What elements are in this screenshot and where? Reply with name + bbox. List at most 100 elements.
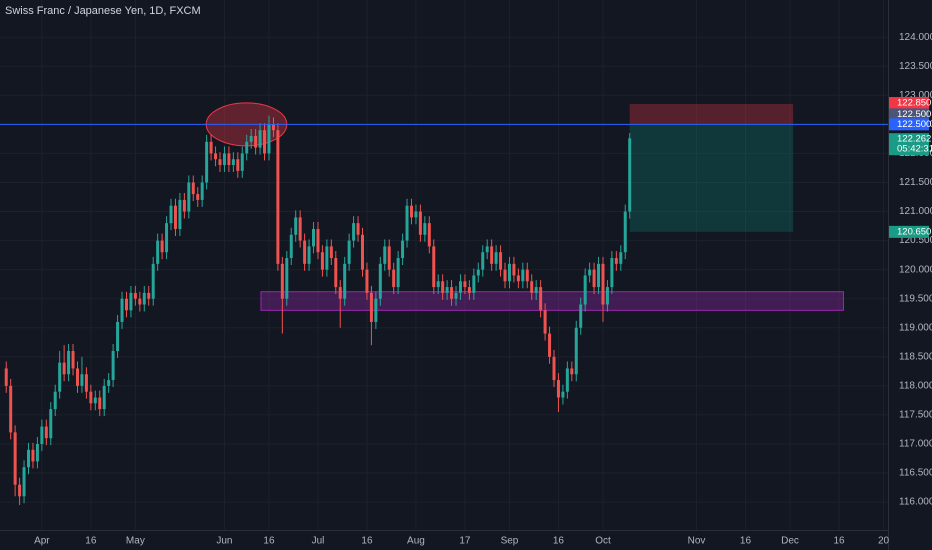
candle-body — [178, 199, 182, 229]
price-label-box — [889, 118, 929, 131]
y-tick-label: 117.000 — [899, 439, 932, 450]
candle-body — [75, 368, 79, 386]
candle-body — [588, 269, 592, 276]
candle-body — [320, 252, 324, 270]
candle-body — [107, 380, 111, 386]
candle-body — [481, 252, 485, 270]
candle-body — [525, 269, 529, 282]
candle-body — [142, 292, 146, 305]
candle-body — [138, 298, 142, 305]
candle-body — [267, 124, 271, 154]
candle-body — [628, 138, 632, 212]
y-tick-label: 118.000 — [899, 381, 932, 392]
candle-body — [561, 391, 565, 398]
candle-body — [227, 153, 231, 166]
candle-body — [209, 141, 213, 154]
candle-body — [623, 211, 627, 253]
candle-body — [485, 246, 489, 253]
x-tick-label: Apr — [34, 536, 50, 547]
y-tick-label: 123.000 — [899, 90, 932, 101]
candle-body — [205, 141, 209, 183]
candle-body — [361, 234, 365, 270]
candle-body — [592, 269, 596, 288]
candle-body — [409, 205, 413, 218]
y-tick-label: 121.500 — [899, 177, 932, 188]
candle-body — [22, 467, 26, 497]
price-label-box — [889, 225, 929, 238]
candle-body — [165, 223, 169, 253]
candle-body — [222, 153, 226, 166]
candle-body — [271, 124, 275, 131]
candle-body — [58, 362, 62, 392]
axes: 116.000 116.500 117.000 117.500 118.000 118.5… — [34, 32, 932, 547]
candle-body — [521, 269, 525, 282]
candle-body — [151, 263, 155, 299]
candle-body — [450, 287, 454, 299]
candle-body — [552, 356, 556, 381]
candle-body — [619, 252, 623, 264]
x-tick-label: 16 — [553, 536, 565, 547]
candle-body — [414, 211, 418, 218]
candle-body — [102, 385, 106, 410]
y-tick-label: 121.000 — [899, 206, 932, 217]
candle-body — [396, 258, 400, 288]
candle-body — [316, 228, 320, 253]
candle-body — [307, 246, 311, 264]
candle-body — [263, 130, 267, 154]
candle-body — [218, 159, 222, 166]
price-label: 122.850 — [897, 98, 931, 109]
candle-body — [570, 368, 574, 375]
candle-body — [156, 240, 160, 264]
x-tick-label: Dec — [781, 536, 799, 547]
candle-body — [298, 217, 302, 241]
target-area — [629, 124, 794, 232]
candle-body — [182, 199, 186, 212]
candle-body — [614, 258, 618, 264]
candle-body — [280, 263, 284, 299]
candle-body — [84, 374, 88, 392]
candle-body — [503, 269, 507, 282]
candle-body — [490, 246, 494, 264]
candle-body — [285, 258, 289, 299]
candle-body — [543, 310, 547, 334]
y-tick-label: 119.500 — [899, 293, 932, 304]
candle-body — [276, 130, 280, 264]
x-tick-label: May — [126, 536, 145, 547]
candle-body — [334, 258, 338, 288]
candle-body — [169, 205, 173, 224]
candle-body — [191, 182, 195, 195]
candles — [4, 115, 632, 506]
candle-body — [67, 351, 71, 375]
candle-body — [303, 240, 307, 264]
candle-body — [530, 281, 534, 293]
x-tick-label: 16 — [833, 536, 845, 547]
candle-body — [80, 374, 84, 386]
candle-body — [231, 159, 235, 166]
price-label-box — [889, 133, 929, 156]
overlays — [205, 102, 844, 311]
price-label: 122.262 — [897, 134, 931, 145]
x-tick-label: 16 — [361, 536, 373, 547]
candle-body — [387, 246, 391, 270]
candle-body — [27, 449, 31, 468]
candle-body — [556, 380, 560, 398]
candle-body — [512, 263, 516, 276]
stop-area — [629, 104, 794, 125]
candle-body — [534, 287, 538, 293]
candle-body — [432, 246, 436, 288]
candle-body — [374, 298, 378, 322]
candle-body — [116, 321, 120, 352]
candle-body — [187, 182, 191, 212]
candle-body — [325, 246, 329, 270]
candle-body — [476, 269, 480, 276]
candle-body — [583, 275, 587, 305]
grid — [0, 0, 888, 530]
candle-body — [347, 240, 351, 264]
price-label-box — [889, 108, 929, 121]
candle-body — [89, 391, 93, 404]
candle-body — [365, 269, 369, 293]
y-tick-label: 116.000 — [899, 497, 932, 508]
candle-body — [49, 409, 53, 439]
